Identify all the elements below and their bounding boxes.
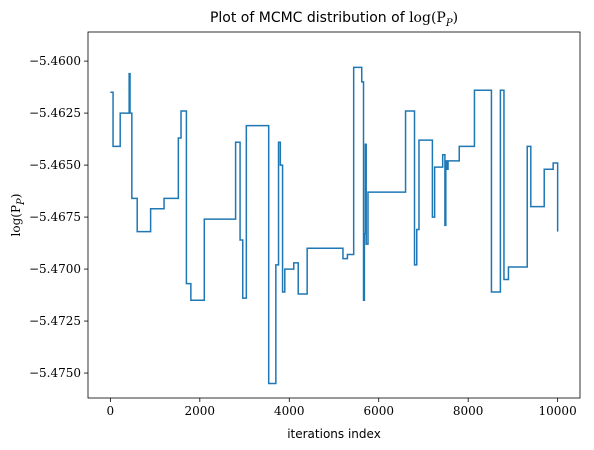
title-math: log(P	[409, 10, 446, 26]
y-tick-label: −5.4600	[29, 54, 81, 68]
y-tick-label: −5.4750	[29, 366, 81, 380]
y-tick-label: −5.4650	[29, 158, 81, 172]
y-axis-label-subscript: P	[16, 198, 27, 206]
x-tick-label: 4000	[274, 404, 305, 418]
x-tick-label: 6000	[363, 404, 394, 418]
x-axis: 0 2000 4000 6000 8000 10000	[107, 398, 577, 418]
y-tick-label: −5.4675	[29, 210, 81, 224]
y-tick-label: −5.4625	[29, 106, 81, 120]
y-axis-label-close: )	[9, 194, 23, 199]
plot-area	[87, 31, 581, 399]
y-tick-label: −5.4700	[29, 262, 81, 276]
x-tick-label: 2000	[185, 404, 216, 418]
y-axis: −5.4600 −5.4625 −5.4650 −5.4675 −5.4700 −5.47…	[29, 54, 88, 380]
x-tick-label: 10000	[539, 404, 577, 418]
y-tick-label: −5.4725	[29, 314, 81, 328]
x-tick-label: 0	[107, 404, 115, 418]
y-axis-label: log(PP)	[9, 194, 27, 237]
title-math-subscript: P	[445, 18, 453, 29]
title-math-close: )	[453, 10, 458, 26]
x-axis-label: iterations index	[287, 427, 381, 441]
chart-title: Plot of MCMC distribution of log(PP)	[210, 10, 458, 29]
mcmc-trace-line	[110, 66, 559, 385]
x-tick-label: 8000	[453, 404, 484, 418]
